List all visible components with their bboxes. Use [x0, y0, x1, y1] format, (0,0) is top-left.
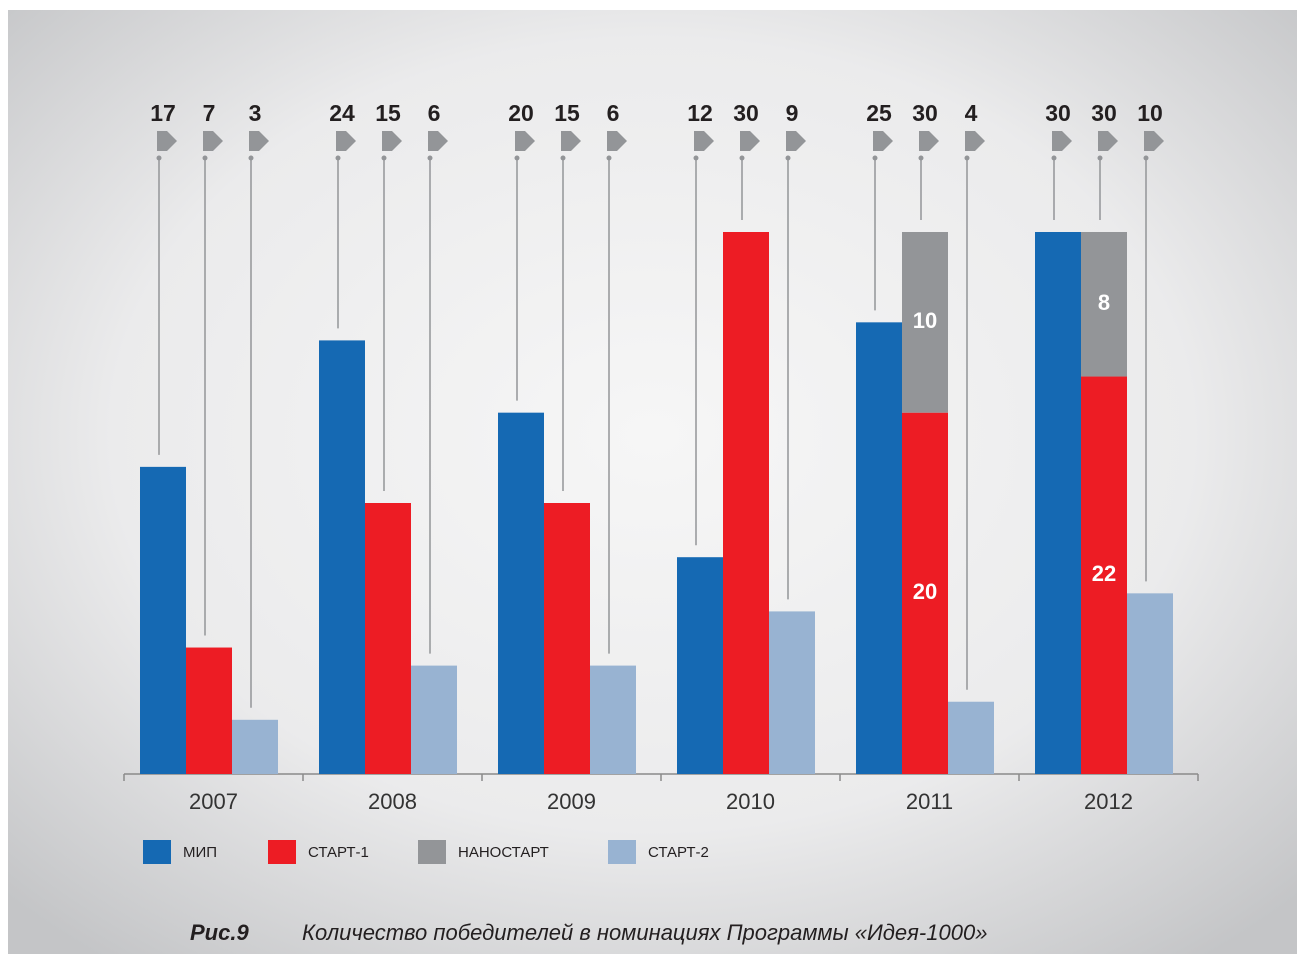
- segment-label: 22: [1092, 561, 1116, 586]
- bar: [319, 340, 365, 774]
- legend-swatch: [268, 840, 296, 864]
- x-tick-label: 2012: [1084, 789, 1133, 814]
- label-pointer: [740, 131, 760, 151]
- bar: [544, 503, 590, 774]
- label-pointer: [694, 131, 714, 151]
- bar: [590, 665, 636, 774]
- legend-label: МИП: [183, 844, 217, 861]
- label-pointer: [203, 131, 223, 151]
- value-label: 6: [607, 100, 620, 126]
- value-label: 24: [329, 100, 355, 126]
- bar-segment: [902, 232, 948, 413]
- value-label: 25: [866, 100, 892, 126]
- value-label: 17: [150, 100, 176, 126]
- value-label: 15: [375, 100, 401, 126]
- value-label: 10: [1137, 100, 1163, 126]
- value-label: 12: [687, 100, 713, 126]
- caption: Количество победителей в номинациях Прог…: [302, 920, 987, 945]
- bar: [1081, 376, 1127, 774]
- segment-label: 20: [913, 579, 937, 604]
- segment-label: 8: [1098, 290, 1110, 315]
- label-pointer: [607, 131, 627, 151]
- label-pointer: [1052, 131, 1072, 151]
- segment-label: 10: [913, 308, 937, 333]
- bar: [902, 412, 948, 774]
- bar: [1127, 593, 1173, 774]
- label-pointer: [873, 131, 893, 151]
- x-tick-label: 2008: [368, 789, 417, 814]
- value-label: 20: [508, 100, 534, 126]
- value-label: 4: [965, 100, 978, 126]
- caption-label: Рис.9: [190, 920, 249, 945]
- value-label: 9: [786, 100, 799, 126]
- label-pointer: [786, 131, 806, 151]
- legend-label: СТАРТ-2: [648, 844, 709, 861]
- bar: [723, 232, 769, 774]
- label-pointer: [515, 131, 535, 151]
- legend-swatch: [143, 840, 171, 864]
- label-pointer: [336, 131, 356, 151]
- value-label: 30: [1045, 100, 1071, 126]
- value-label: 30: [733, 100, 759, 126]
- legend-swatch: [608, 840, 636, 864]
- bar-segment: [1081, 232, 1127, 377]
- x-tick-label: 2007: [189, 789, 238, 814]
- bar: [856, 322, 902, 774]
- label-pointer: [249, 131, 269, 151]
- value-label: 30: [1091, 100, 1117, 126]
- bar: [186, 647, 232, 774]
- label-pointer: [382, 131, 402, 151]
- x-tick-label: 2009: [547, 789, 596, 814]
- bar: [498, 412, 544, 774]
- label-pointer: [428, 131, 448, 151]
- legend-swatch: [418, 840, 446, 864]
- bar: [948, 701, 994, 774]
- bar: [1035, 232, 1081, 774]
- bar: [411, 665, 457, 774]
- label-pointer: [1144, 131, 1164, 151]
- label-pointer: [1098, 131, 1118, 151]
- value-label: 15: [554, 100, 580, 126]
- value-label: 3: [249, 100, 262, 126]
- value-label: 6: [428, 100, 441, 126]
- legend-label: НАНОСТАРТ: [458, 844, 549, 861]
- bar: [140, 466, 186, 774]
- label-pointer: [965, 131, 985, 151]
- bar: [365, 503, 411, 774]
- legend-label: СТАРТ-1: [308, 844, 369, 861]
- label-pointer: [561, 131, 581, 151]
- x-tick-label: 2011: [906, 789, 953, 814]
- label-pointer: [919, 131, 939, 151]
- x-tick-label: 2010: [726, 789, 775, 814]
- bar: [232, 719, 278, 774]
- value-label: 7: [203, 100, 216, 126]
- label-pointer: [157, 131, 177, 151]
- value-label: 30: [912, 100, 938, 126]
- bar: [677, 557, 723, 774]
- bar: [769, 611, 815, 774]
